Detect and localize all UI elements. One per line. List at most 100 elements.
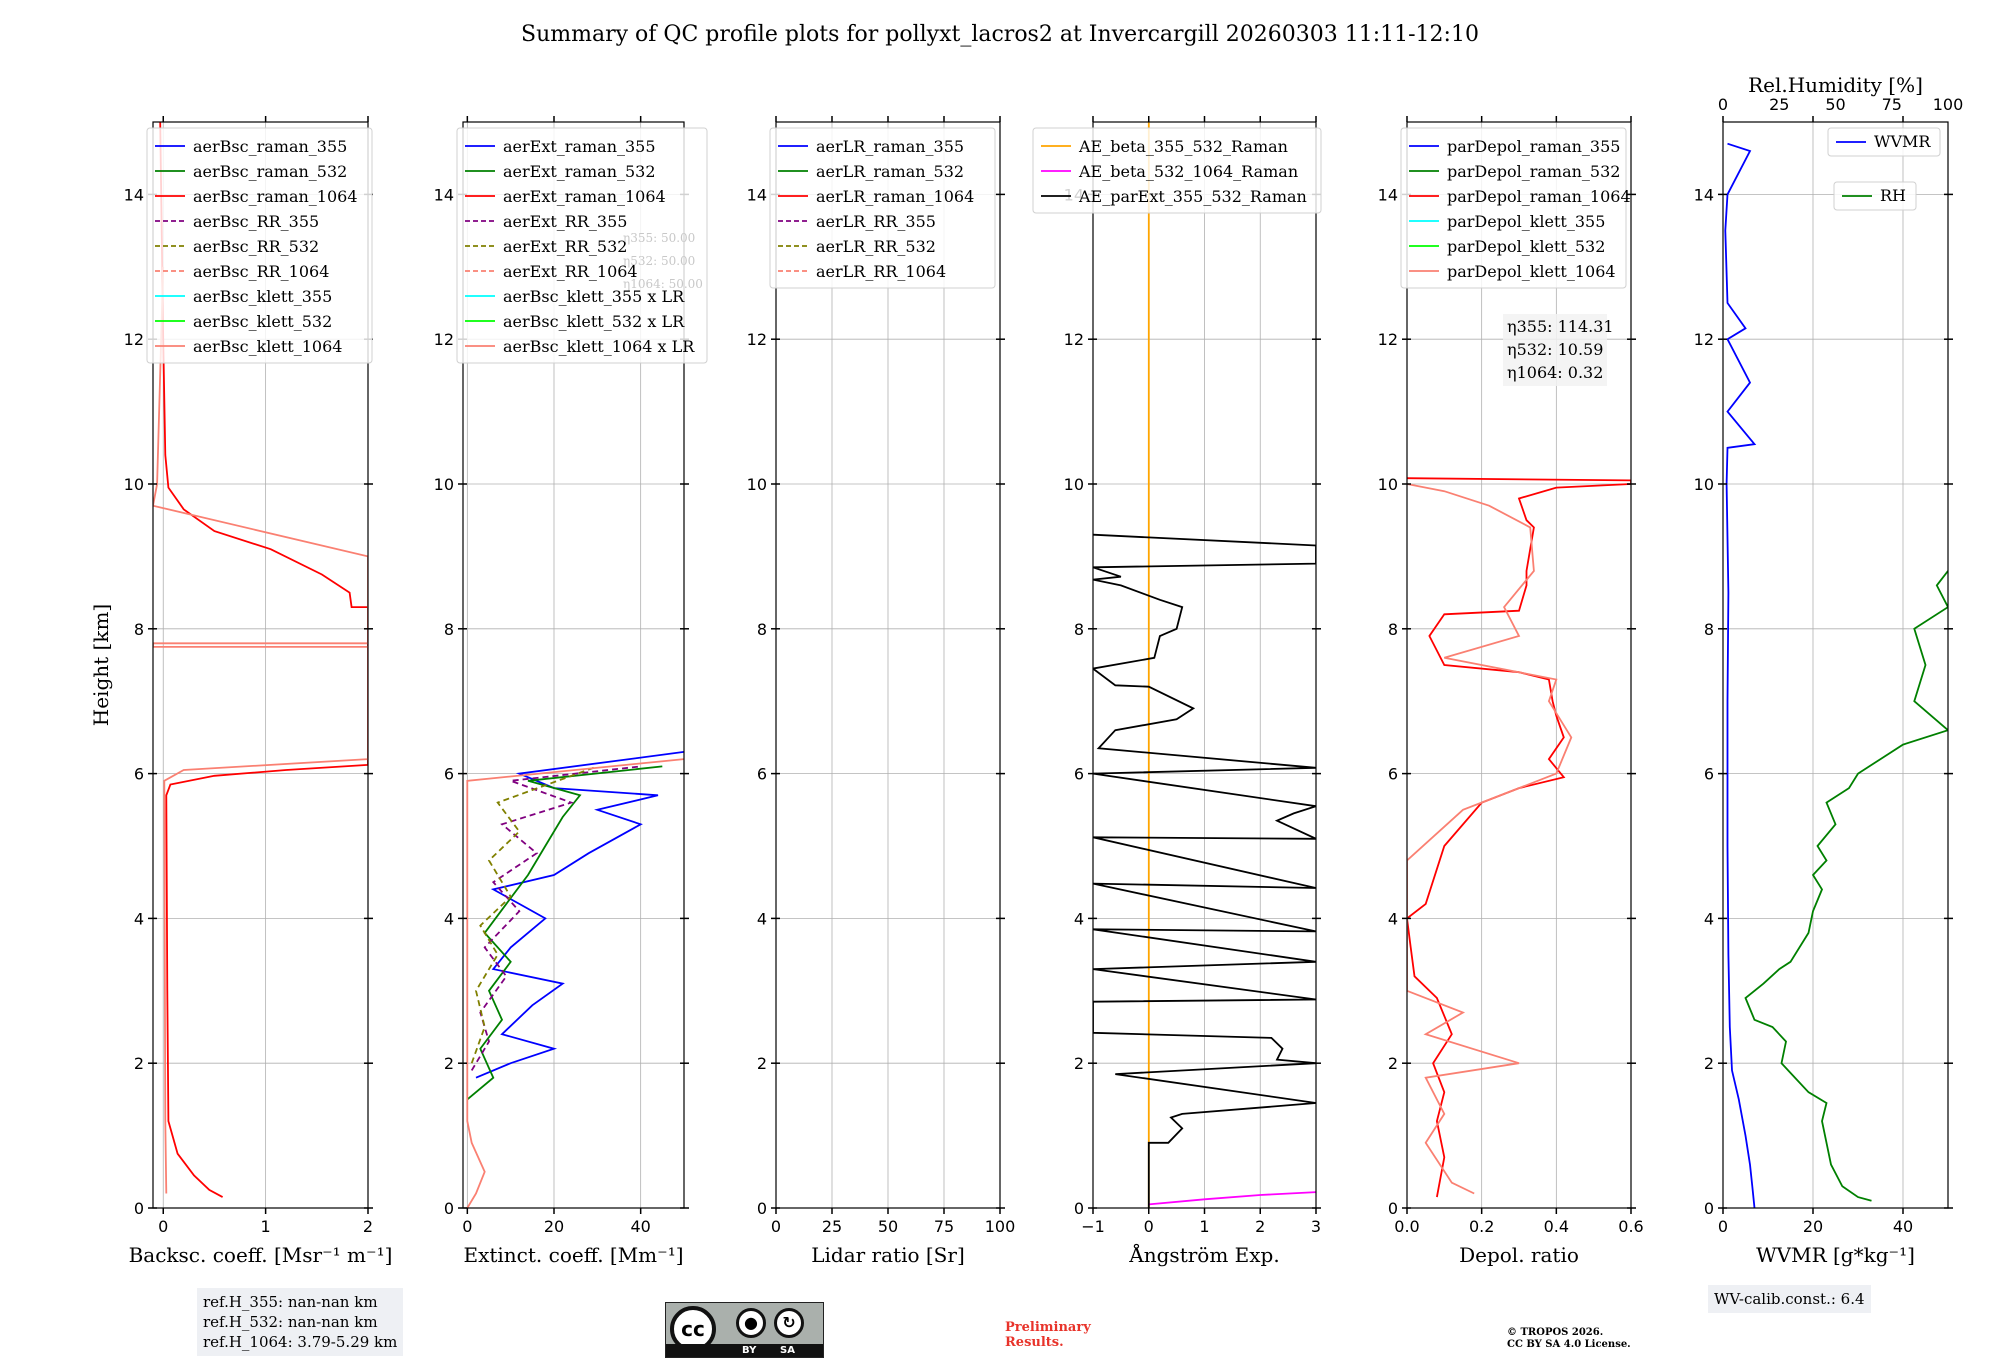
y-tick-label: 8 — [444, 620, 454, 639]
x-tick-label: 0.4 — [1544, 1217, 1569, 1236]
ref-height-1064: ref.H_1064: 3.79-5.29 km — [203, 1333, 398, 1351]
legend-label: AE_beta_532_1064_Raman — [1078, 162, 1298, 181]
x-tick-label: 0.2 — [1469, 1217, 1494, 1236]
eta-box — [1503, 314, 1607, 386]
x-axis-label: Extinct. coeff. [Mm⁻¹] — [463, 1243, 683, 1267]
y-tick-label: 12 — [1064, 330, 1084, 349]
legend-label: aerBsc_klett_355 — [193, 287, 332, 306]
legend-label: aerBsc_klett_1064 — [193, 337, 342, 356]
y-tick-label: 14 — [434, 185, 454, 204]
x-axis-label: Ångström Exp. — [1128, 1242, 1279, 1267]
series-aerBsc_klett_1064 x LR — [466, 758, 684, 1208]
legend-label: aerExt_raman_532 — [503, 162, 656, 181]
eta-value: η532: 50.00 — [623, 254, 695, 268]
y-tick-label: 8 — [757, 620, 767, 639]
legend-label: aerBsc_RR_355 — [193, 212, 319, 231]
series-aerBsc_raman_1064 — [159, 122, 368, 1198]
x-tick-label: 0 — [1144, 1217, 1154, 1236]
legend-label: aerExt_raman_1064 — [503, 187, 666, 206]
x-tick-label: 0.0 — [1394, 1217, 1419, 1236]
series-aerExt_RR_355 — [470, 765, 641, 1071]
copyright-line-2: CC BY SA 4.0 License. — [1507, 1339, 1631, 1350]
series-WVMR — [1724, 142, 1757, 1208]
y-tick-label: 8 — [1704, 620, 1714, 639]
y-tick-label: 10 — [434, 475, 454, 494]
plot-frame — [152, 121, 369, 1209]
y-tick-label: 6 — [1388, 765, 1398, 784]
y-tick-label: 0 — [1074, 1199, 1084, 1218]
legend-label: aerLR_RR_355 — [816, 212, 936, 231]
legend-label: aerBsc_klett_1064 x LR — [503, 337, 695, 356]
cc-by-label: BY — [742, 1345, 757, 1356]
y-tick-label: 10 — [1064, 475, 1084, 494]
y-axis-label: Height [km] — [89, 604, 113, 726]
legend-label: aerLR_RR_1064 — [816, 262, 946, 281]
eta-value: η355: 50.00 — [623, 231, 695, 245]
y-tick-label: 4 — [757, 909, 767, 928]
legend-label: AE_beta_355_532_Raman — [1078, 137, 1288, 156]
y-tick-label: 0 — [134, 1199, 144, 1218]
cc-sa-label: SA — [780, 1345, 795, 1356]
panel-6: 0 2 4 6 8 10 12 14 0 20 40 WVMR [g*kg⁻¹] 0 25 50 75 100 R… — [1694, 73, 1964, 1267]
top-axis-label: Rel.Humidity [%] — [1748, 73, 1923, 97]
legend-label: aerBsc_raman_532 — [193, 162, 347, 181]
y-tick-label: 14 — [1378, 185, 1398, 204]
wv-calibration-box: WV-calib.const.: 6.4 — [1708, 1285, 1871, 1313]
y-tick-label: 0 — [1388, 1199, 1398, 1218]
y-tick-label: 6 — [1704, 765, 1714, 784]
x-tick-label: 40 — [630, 1217, 650, 1236]
y-tick-label: 10 — [124, 475, 144, 494]
legend-box — [1032, 127, 1322, 214]
legend-label: aerBsc_raman_355 — [193, 137, 347, 156]
x-tick-label: 0 — [462, 1217, 472, 1236]
x-tick-label: 2 — [363, 1217, 373, 1236]
series-parDepol_klett_1064 — [1407, 483, 1573, 1195]
legend-label: aerExt_RR_1064 — [503, 262, 638, 281]
series-RH — [1744, 570, 1948, 1202]
y-tick-label: 8 — [1388, 620, 1398, 639]
y-tick-label: 10 — [747, 475, 767, 494]
y-tick-label: 0 — [444, 1199, 454, 1218]
y-tick-label: 6 — [757, 765, 767, 784]
x-tick-label: 3 — [1311, 1217, 1321, 1236]
x-tick-label: 100 — [985, 1217, 1016, 1236]
y-tick-label: 14 — [1694, 185, 1714, 204]
legend-label: parDepol_klett_532 — [1447, 237, 1605, 256]
legend-label: AE_parExt_355_532_Raman — [1078, 187, 1307, 206]
preliminary-note: Preliminary Results. — [1005, 1320, 1091, 1350]
top-tick-label: 50 — [1825, 95, 1845, 114]
panel-5: 0 2 4 6 8 10 12 14 0.0 0.2 0.4 0.6 Depol. ratio parDe… — [1378, 116, 1644, 1267]
y-tick-label: 0 — [1704, 1199, 1714, 1218]
x-tick-label: 0.6 — [1618, 1217, 1643, 1236]
y-tick-label: 4 — [1074, 909, 1084, 928]
y-tick-label: 2 — [1704, 1054, 1714, 1073]
x-tick-label: 75 — [934, 1217, 954, 1236]
y-tick-label: 14 — [124, 185, 144, 204]
legend-label: aerLR_raman_1064 — [816, 187, 974, 206]
copyright-note: © TROPOS 2026. CC BY SA 4.0 License. — [1507, 1327, 1631, 1351]
x-tick-label: 20 — [544, 1217, 564, 1236]
y-tick-label: 2 — [1388, 1054, 1398, 1073]
top-tick-label: 25 — [1769, 95, 1789, 114]
y-tick-label: 2 — [134, 1054, 144, 1073]
x-tick-label: 1 — [1199, 1217, 1209, 1236]
series-aerExt_RR_532 — [470, 765, 598, 1064]
ref-height-355: ref.H_355: nan-nan km — [203, 1293, 378, 1311]
y-tick-label: 4 — [444, 909, 454, 928]
figure-title: Summary of QC profile plots for pollyxt_… — [521, 22, 1479, 47]
legend-label: aerLR_RR_532 — [816, 237, 936, 256]
x-tick-label: 50 — [878, 1217, 898, 1236]
y-tick-label: 10 — [1694, 475, 1714, 494]
y-tick-label: 14 — [747, 185, 767, 204]
legend-label: parDepol_raman_1064 — [1447, 187, 1631, 206]
y-tick-label: 4 — [1388, 909, 1398, 928]
plot-frame — [1406, 121, 1632, 1209]
x-tick-label: 20 — [1803, 1217, 1823, 1236]
legend-label: parDepol_klett_355 — [1447, 212, 1605, 231]
x-tick-label: 0 — [158, 1217, 168, 1236]
legend-box — [1833, 181, 1917, 211]
y-tick-label: 4 — [1704, 909, 1714, 928]
legend-box — [1827, 127, 1941, 157]
